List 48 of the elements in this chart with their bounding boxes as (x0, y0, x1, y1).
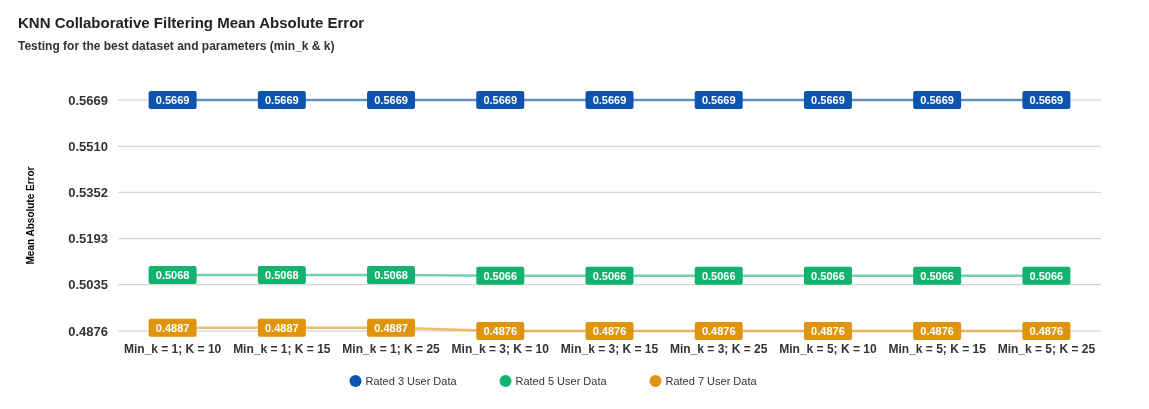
data-label: 0.4876 (592, 324, 627, 337)
x-tick-label: Min_k = 1; K = 15 (233, 342, 331, 356)
y-tick-label: 0.5352 (68, 184, 108, 200)
data-label: 0.4887 (155, 321, 190, 334)
data-label: 0.4876 (811, 324, 845, 337)
x-tick-label: Min_k = 5; K = 10 (779, 342, 877, 356)
data-label: 0.5066 (701, 269, 736, 282)
legend-label: Rated 7 User Data (665, 374, 758, 387)
chart-subtitle: Testing for the best dataset and parameters (min_k & k) (18, 39, 335, 53)
data-label: 0.4876 (483, 324, 518, 337)
legend-label: Rated 3 User Data (365, 374, 458, 387)
data-label: 0.5669 (265, 93, 299, 106)
y-tick-label: 0.5035 (68, 277, 108, 293)
y-tick-label: 0.5193 (68, 231, 108, 247)
x-tick-label: Min_k = 5; K = 15 (888, 342, 987, 356)
data-label: 0.5068 (374, 268, 408, 281)
data-label: 0.5669 (920, 93, 954, 106)
data-label: 0.4876 (920, 324, 954, 337)
data-label: 0.4887 (265, 321, 299, 334)
x-tick-label: Min_k = 3; K = 25 (670, 342, 768, 356)
data-label: 0.5669 (592, 93, 627, 106)
chart-title: KNN Collaborative Filtering Mean Absolute Error (18, 14, 365, 31)
x-tick-label: Min_k = 3; K = 15 (560, 342, 659, 356)
data-label: 0.5068 (155, 268, 190, 281)
data-label: 0.5066 (592, 269, 627, 282)
legend-label: Rated 5 User Data (515, 374, 608, 387)
y-tick-label: 0.5510 (68, 138, 108, 154)
data-label: 0.4887 (374, 321, 408, 334)
data-label: 0.5669 (1029, 93, 1064, 106)
data-label: 0.5669 (155, 93, 190, 106)
data-label: 0.5066 (1029, 269, 1064, 282)
data-label: 0.4876 (1029, 324, 1064, 337)
data-label: 0.5669 (701, 93, 736, 106)
data-label: 0.5066 (811, 269, 845, 282)
data-label: 0.5066 (920, 269, 954, 282)
x-tick-label: Min_k = 3; K = 10 (451, 342, 550, 356)
y-tick-label: 0.5669 (68, 92, 108, 108)
y-tick-label: 0.4876 (68, 323, 108, 339)
data-label: 0.5068 (265, 268, 299, 281)
data-label: 0.5066 (483, 269, 518, 282)
data-label: 0.5669 (483, 93, 518, 106)
data-label: 0.5669 (374, 93, 408, 106)
y-axis-title: Mean Absolute Error (25, 166, 36, 265)
data-label: 0.4876 (701, 324, 736, 337)
x-tick-label: Min_k = 5; K = 25 (997, 342, 1096, 356)
x-tick-label: Min_k = 1; K = 10 (123, 342, 222, 356)
x-tick-label: Min_k = 1; K = 25 (342, 342, 441, 356)
data-label: 0.5669 (811, 93, 845, 106)
